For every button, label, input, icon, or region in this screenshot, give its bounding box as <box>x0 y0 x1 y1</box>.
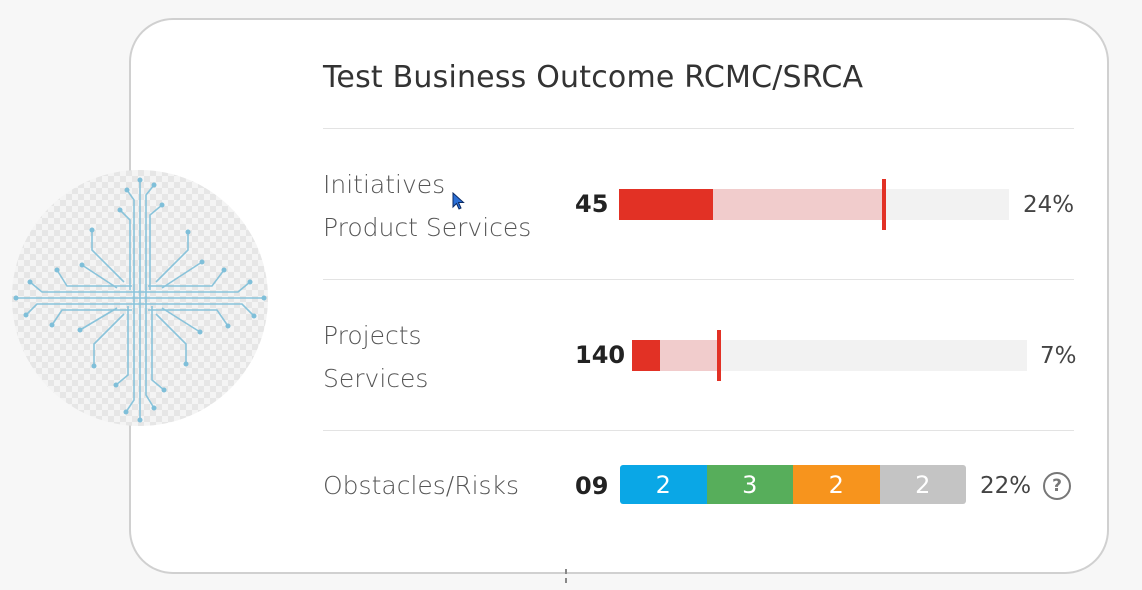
projects-progress-bar[interactable] <box>632 330 1027 381</box>
initiatives-percent: 24% <box>1023 192 1075 218</box>
projects-percent: 7% <box>1040 343 1077 369</box>
divider <box>323 128 1074 129</box>
divider <box>323 430 1074 431</box>
initiatives-label: Initiatives Product Services <box>323 163 531 249</box>
row-label-line2: Services <box>323 364 429 393</box>
projects-progress-fill <box>632 340 660 371</box>
card-title: Test Business Outcome RCMC/SRCA <box>323 60 864 95</box>
projects-progress-marker <box>716 330 721 381</box>
obstacles-label: Obstacles/Risks <box>323 464 519 507</box>
avatar <box>12 170 268 426</box>
obstacles-count: 09 <box>575 472 609 500</box>
divider <box>323 279 1074 280</box>
obstacles-percent: 22% <box>980 473 1032 499</box>
help-circle-icon[interactable]: ? <box>1043 472 1071 500</box>
circuit-board-icon <box>13 177 267 423</box>
connector-line <box>565 569 567 587</box>
obstacles-segment[interactable]: 2 <box>793 465 880 504</box>
projects-count: 140 <box>575 341 626 369</box>
obstacles-segment[interactable]: 2 <box>879 465 966 504</box>
row-label-line2: Product Services <box>323 213 532 242</box>
initiatives-progress-bar[interactable] <box>619 179 1009 230</box>
obstacles-segment[interactable]: 2 <box>620 465 707 504</box>
mouse-cursor-icon <box>452 192 465 210</box>
initiatives-progress-fill <box>619 189 713 220</box>
obstacles-segment[interactable]: 3 <box>706 465 793 504</box>
obstacles-segment-bar[interactable]: 2 3 2 2 <box>620 465 966 504</box>
row-label-line1: Obstacles/Risks <box>323 471 520 500</box>
initiatives-progress-marker <box>882 179 887 230</box>
projects-label: Projects Services <box>323 314 428 400</box>
row-label-line1: Initiatives <box>323 170 446 199</box>
row-label-line1: Projects <box>323 321 422 350</box>
initiatives-count: 45 <box>575 190 609 218</box>
